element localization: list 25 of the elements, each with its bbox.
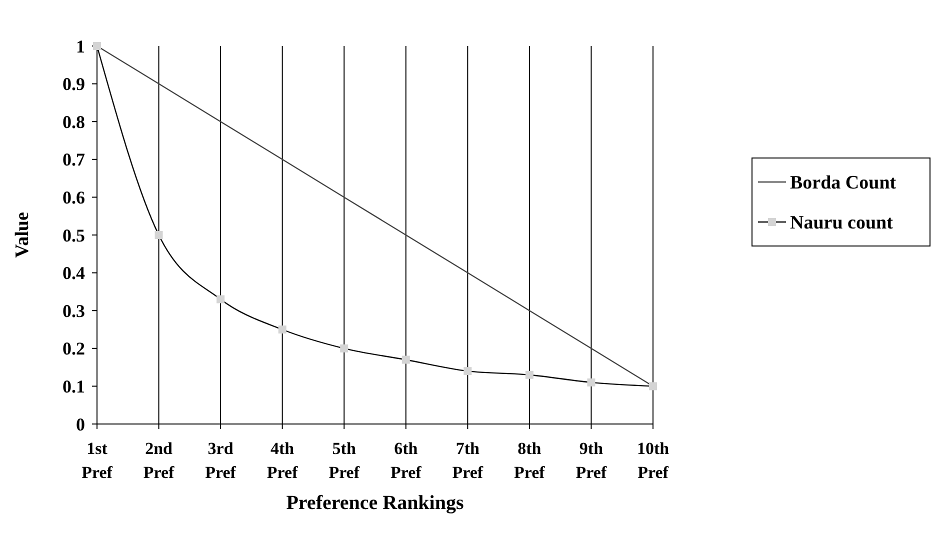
x-tick-label: 9th Pref <box>576 439 607 482</box>
y-tick-label: 0.4 <box>62 263 85 284</box>
y-tick-label: 0 <box>76 414 85 434</box>
y-tick-label: 0.7 <box>62 150 85 170</box>
y-tick-label: 0.1 <box>62 376 85 396</box>
x-tick-label: 3rd Pref <box>205 439 236 482</box>
x-tick-label: 2nd Pref <box>143 439 175 482</box>
y-tick-label: 0.2 <box>62 338 85 359</box>
x-tick-label: 4th Pref <box>266 439 298 482</box>
y-tick-label: 0.5 <box>62 225 85 246</box>
y-tick-label: 0.9 <box>62 74 85 94</box>
legend-label: Borda Count <box>790 172 897 194</box>
y-tick-label: 0.6 <box>62 188 85 208</box>
x-tick-label: 10th Pref <box>636 439 670 482</box>
x-tick-label: 7th Pref <box>452 439 484 482</box>
legend-label: Nauru count <box>790 212 894 234</box>
x-tick-label: 8th Pref <box>514 439 546 482</box>
x-axis-title: Preference Rankings <box>286 492 464 514</box>
x-tick-label: 1st Pref <box>82 439 113 482</box>
y-tick-label: 0.3 <box>62 300 85 321</box>
y-tick-label: 0.8 <box>62 112 85 132</box>
x-tick-label: 5th Pref <box>328 439 360 482</box>
y-axis-title: Value <box>12 212 33 258</box>
x-tick-label: 6th Pref <box>390 439 422 482</box>
y-tick-label: 1 <box>76 36 85 56</box>
